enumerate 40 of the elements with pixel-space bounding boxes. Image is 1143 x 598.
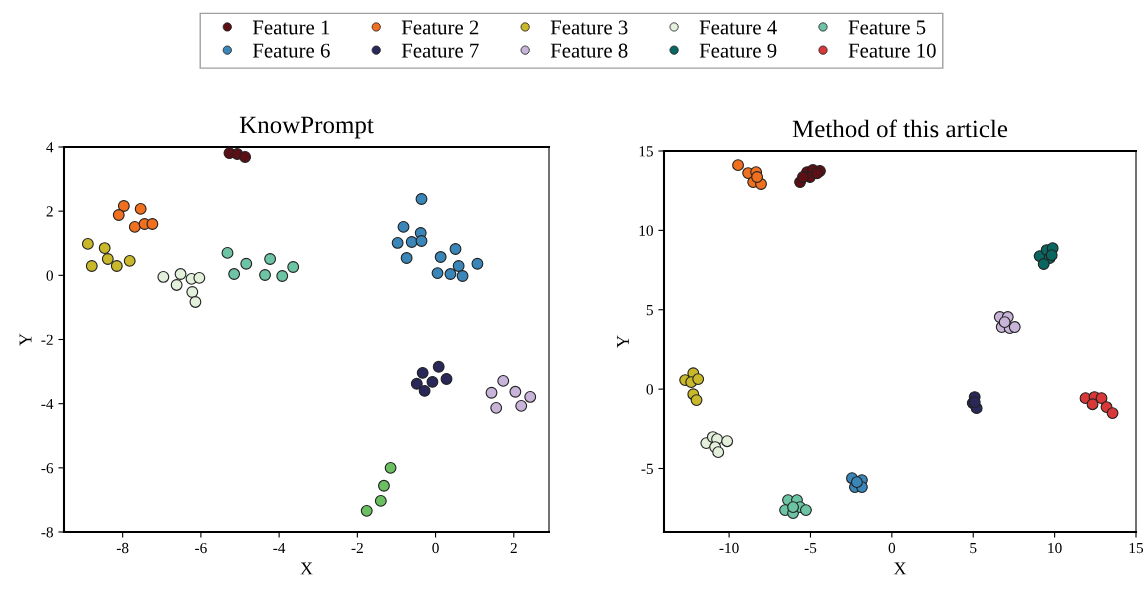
x-tick-label: 5 xyxy=(970,543,977,554)
x-tick-label: -4 xyxy=(273,542,286,554)
x-tick-label: 10 xyxy=(1048,542,1062,554)
legend-label: Feature 2 xyxy=(401,20,479,35)
legend-label: Feature 1 xyxy=(252,20,330,35)
legend-label: Feature 5 xyxy=(848,20,926,35)
x-tick-label: -2 xyxy=(351,542,363,554)
y-tick-label: -8 xyxy=(41,527,53,538)
x-tick-label: 2 xyxy=(510,542,517,554)
legend-label: Feature 7 xyxy=(401,43,479,58)
legend-label: Feature 9 xyxy=(699,43,777,58)
y-tick-label: 0 xyxy=(46,270,53,281)
y-axis-title: Y xyxy=(19,333,32,346)
y-tick-label: 2 xyxy=(46,206,53,217)
x-axis-title: X xyxy=(893,562,907,575)
y-tick-label: 4 xyxy=(46,142,54,153)
y-tick-label: -4 xyxy=(41,398,54,409)
x-tick-label: 0 xyxy=(432,542,439,554)
chart-title: KnowPrompt xyxy=(239,116,374,139)
legend-label: Feature 3 xyxy=(550,20,628,35)
y-tick-label: 15 xyxy=(639,146,653,157)
legend-label: Feature 8 xyxy=(550,43,628,58)
x-tick-label: -5 xyxy=(804,543,817,554)
legend-label: Feature 10 xyxy=(848,43,936,58)
y-axis-title: Y xyxy=(617,335,629,348)
x-tick-label: -10 xyxy=(719,542,739,554)
x-tick-label: 15 xyxy=(1129,542,1143,554)
x-tick-label: -8 xyxy=(116,542,129,554)
chart-title: Method of this article xyxy=(792,119,1008,138)
legend-label: Feature 4 xyxy=(699,20,777,35)
x-tick-label: 0 xyxy=(888,542,896,554)
y-tick-label: 10 xyxy=(639,225,653,236)
legend-label: Feature 6 xyxy=(252,43,330,58)
y-tick-label: -2 xyxy=(41,334,53,345)
y-tick-label: -5 xyxy=(641,463,653,474)
y-tick-label: -6 xyxy=(41,463,54,474)
x-axis-title: X xyxy=(300,562,313,575)
y-tick-label: 0 xyxy=(646,384,653,395)
x-tick-label: -6 xyxy=(195,542,207,554)
y-tick-label: 5 xyxy=(646,305,653,316)
